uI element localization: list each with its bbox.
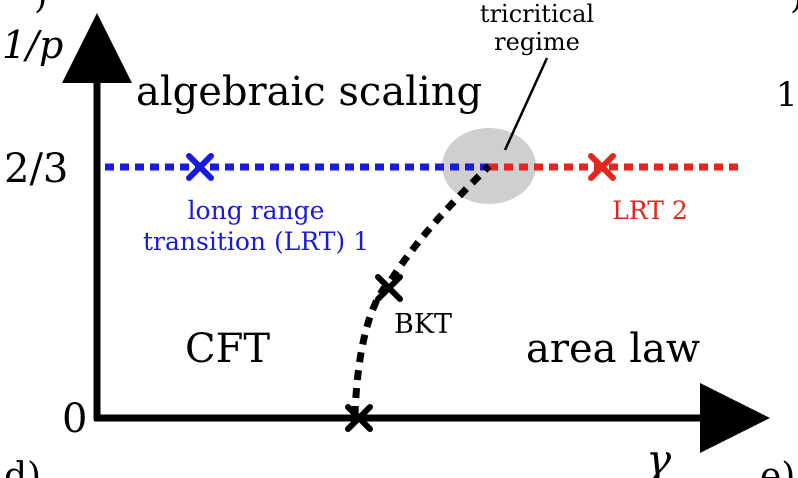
y-tick-zero: 0 [62, 396, 87, 442]
bkt-cross-icon [375, 274, 403, 302]
tricritical-pointer-line [503, 57, 549, 151]
region-cft: CFT [185, 326, 270, 372]
panel-label-d: d) [4, 456, 41, 478]
bkt-label: BKT [394, 309, 452, 340]
bkt-boundary-curve [351, 163, 492, 417]
y-axis-label: 1/p [2, 23, 63, 67]
tricritical-label-line1: tricritical [480, 0, 594, 28]
panel-label-e: e) [760, 456, 795, 478]
y-tick-two-thirds: 2/3 [4, 146, 68, 192]
lrt1-label-line2: transition (LRT) 1 [143, 227, 369, 256]
partial-panel-digit-right: 1 [776, 75, 798, 115]
lrt2-label: LRT 2 [612, 196, 688, 225]
x-axis-label: γ [646, 435, 672, 478]
lrt1-cross-icon [186, 153, 214, 181]
origin-cross-icon [345, 404, 373, 432]
partial-panel-label-top-left: ) [34, 0, 47, 17]
lrt2-cross-icon [588, 153, 616, 181]
tricritical-label-line2: regime [494, 28, 580, 56]
region-area-law: area law [526, 326, 700, 372]
region-algebraic-scaling: algebraic scaling [136, 69, 482, 115]
lrt1-label-line1: long range [188, 196, 325, 225]
partial-panel-label-top-right: ) [790, 0, 798, 17]
